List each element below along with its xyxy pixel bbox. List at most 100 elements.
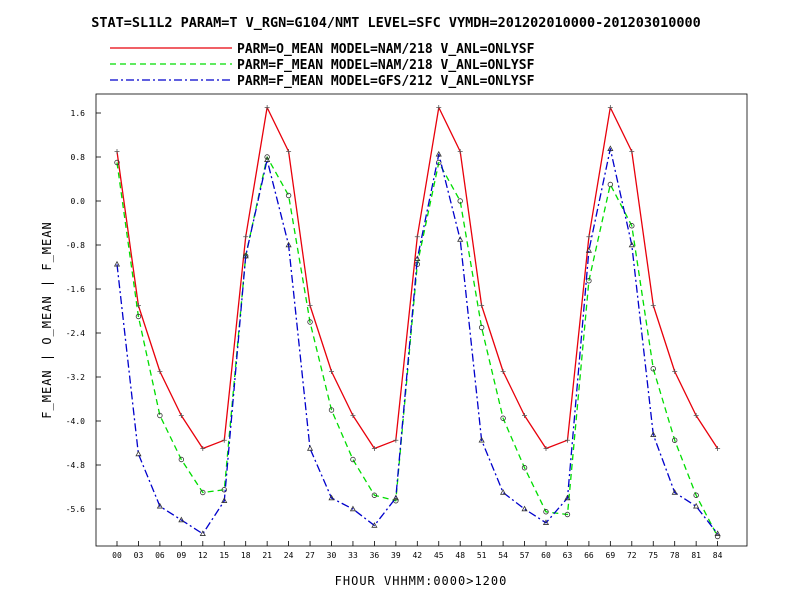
data-point-marker <box>521 465 528 471</box>
series-line-0 <box>116 106 719 450</box>
data-point-marker <box>628 241 635 248</box>
y-tick-label: 1.6 <box>71 109 86 118</box>
x-tick-label: 57 <box>520 551 530 560</box>
x-tick-label: 42 <box>412 551 422 560</box>
legend-entry-f-mean-gfs: PARM=F_MEAN MODEL=GFS/212 V_ANL=ONLYSF <box>110 74 535 89</box>
data-point-marker <box>113 260 121 267</box>
series-0 <box>114 105 721 451</box>
data-point-marker <box>715 446 721 451</box>
data-point-marker <box>221 437 227 443</box>
x-tick-label: 03 <box>134 551 144 560</box>
data-point-marker <box>500 415 506 421</box>
data-point-marker <box>264 105 270 110</box>
series-line-1 <box>116 156 719 537</box>
x-tick-label: 69 <box>606 551 616 560</box>
data-point-marker <box>629 223 635 229</box>
data-point-marker <box>672 437 678 443</box>
y-tick-label: -2.4 <box>66 329 85 338</box>
data-point-marker <box>457 149 463 154</box>
data-point-marker <box>435 150 442 157</box>
data-point-marker <box>500 489 507 495</box>
data-point-marker <box>543 509 549 515</box>
x-tick-label: 60 <box>541 551 551 560</box>
data-point-marker <box>522 413 528 418</box>
data-point-marker <box>414 255 421 261</box>
series-2 <box>113 145 721 536</box>
x-tick-label: 09 <box>177 551 187 560</box>
data-point-marker <box>371 492 378 498</box>
x-tick-label: 48 <box>455 551 465 560</box>
data-point-marker <box>693 413 699 418</box>
data-point-marker <box>564 511 571 518</box>
y-axis: 1.6 0.8 0.0 -0.8 -1.6 -2.4 -3.2 -4.0 -4.8 -5.6 <box>66 109 101 514</box>
x-tick-label: 78 <box>670 551 680 560</box>
legend-entry-f-mean-nam: PARM=F_MEAN MODEL=NAM/218 V_ANL=ONLYSF <box>110 58 535 73</box>
x-tick-label: 51 <box>477 551 487 560</box>
x-tick-label: 12 <box>198 551 208 560</box>
data-point-marker <box>350 456 356 463</box>
data-point-marker <box>479 303 485 308</box>
x-tick-label: 63 <box>563 551 573 560</box>
data-point-marker <box>200 489 206 496</box>
x-tick-label: 33 <box>348 551 358 560</box>
data-point-marker <box>307 319 313 325</box>
x-tick-label: 27 <box>305 551 315 560</box>
series-1 <box>114 154 721 540</box>
data-point-marker <box>457 236 464 242</box>
data-point-marker <box>307 303 313 308</box>
data-point-marker <box>286 149 292 154</box>
chart-title: STAT=SL1L2 PARAM=T V_RGN=G104/NMT LEVEL=… <box>91 15 701 31</box>
data-point-marker <box>350 413 356 418</box>
data-point-marker <box>586 234 592 240</box>
data-point-marker <box>135 450 142 457</box>
data-point-marker <box>542 519 550 525</box>
x-tick-label: 18 <box>241 551 251 560</box>
data-point-marker <box>178 413 184 418</box>
data-point-marker <box>478 436 485 443</box>
data-point-marker <box>672 369 678 374</box>
data-point-marker <box>306 445 314 451</box>
data-point-marker <box>392 494 399 501</box>
data-point-marker <box>371 522 378 528</box>
legend-label-f-mean-nam: PARM=F_MEAN MODEL=NAM/218 V_ANL=ONLYSF <box>237 58 535 73</box>
x-tick-label: 39 <box>391 551 401 560</box>
data-point-marker <box>478 324 485 331</box>
y-tick-label: -4.0 <box>66 417 85 426</box>
y-tick-label: -4.8 <box>66 461 85 470</box>
data-point-marker <box>650 431 657 437</box>
data-point-marker <box>156 502 163 509</box>
x-tick-label: 21 <box>262 551 272 560</box>
data-point-marker <box>714 533 721 540</box>
x-tick-label: 00 <box>112 551 122 560</box>
y-tick-label: -3.2 <box>66 373 85 382</box>
data-point-marker <box>500 369 506 374</box>
data-point-marker <box>414 234 420 240</box>
data-point-marker <box>693 492 699 498</box>
x-axis: 00 03 06 09 12 15 18 21 24 27 30 33 36 39 42 45 48 51 54 57… <box>112 541 723 560</box>
series-layer <box>113 105 721 540</box>
x-tick-label: 75 <box>648 551 658 560</box>
y-tick-label: -0.8 <box>66 241 85 250</box>
data-point-marker <box>157 369 163 374</box>
x-axis-label: FHOUR VHHMM:0000>1200 <box>335 574 508 588</box>
data-point-marker <box>221 497 228 503</box>
plot-frame <box>95 93 748 547</box>
data-point-marker <box>607 105 613 110</box>
data-point-marker <box>328 407 335 413</box>
data-point-marker <box>543 446 549 451</box>
x-tick-label: 81 <box>691 551 701 560</box>
data-point-marker <box>629 149 635 154</box>
data-point-marker <box>328 494 335 501</box>
x-tick-label: 15 <box>219 551 229 560</box>
legend-label-o-mean-nam: PARM=O_MEAN MODEL=NAM/218 V_ANL=ONLYSF <box>237 42 535 57</box>
data-point-marker <box>157 412 163 419</box>
data-point-marker <box>221 487 227 493</box>
x-tick-label: 84 <box>713 551 723 560</box>
data-point-marker <box>457 198 463 204</box>
data-point-marker <box>650 303 656 308</box>
data-point-marker <box>329 369 334 374</box>
legend: PARM=O_MEAN MODEL=NAM/218 V_ANL=ONLYSF P… <box>110 42 535 89</box>
data-point-marker <box>135 313 142 320</box>
data-point-marker <box>349 505 357 512</box>
